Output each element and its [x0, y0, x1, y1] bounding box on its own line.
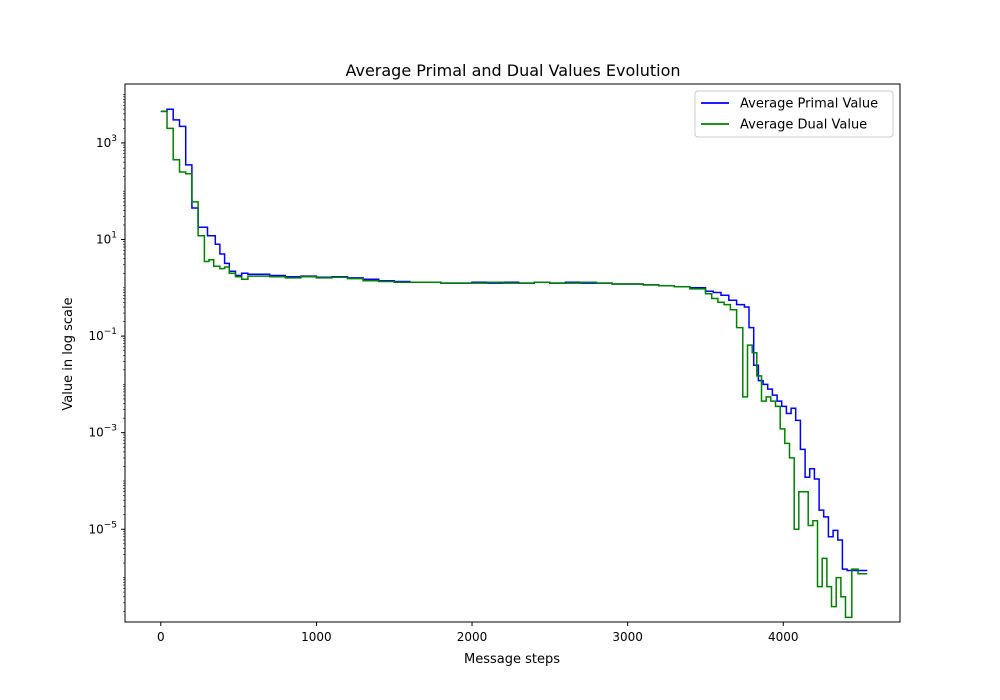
plot-frame — [124, 83, 901, 623]
x-tick-label: 1000 — [301, 630, 332, 644]
y-axis-label: Value in log scale — [61, 297, 76, 410]
y-tick-label: 101 — [96, 231, 117, 247]
y-tick-label: 10−5 — [88, 520, 117, 536]
x-tick-label: 3000 — [612, 630, 643, 644]
plot-area — [160, 108, 868, 619]
series-line-2 — [160, 110, 868, 619]
legend-label: Average Dual Value — [740, 118, 867, 133]
y-tick-label: 10−3 — [88, 424, 117, 440]
x-tick-label: 0 — [157, 630, 165, 644]
chart-title: Average Primal and Dual Values Evolution — [345, 61, 680, 80]
legend-label: Average Primal Value — [740, 97, 878, 112]
series-line-1 — [160, 108, 868, 572]
x-axis-label: Message steps — [464, 652, 560, 667]
x-tick-label: 4000 — [768, 630, 799, 644]
x-tick-label: 2000 — [457, 630, 488, 644]
y-tick-label: 10−1 — [88, 327, 117, 343]
legend: Average Primal Value Average Dual Value — [694, 90, 894, 138]
axes: 0 1000 2000 3000 4000 103 101 10−1 10−3 10−5 — [88, 83, 901, 644]
legend-box — [694, 90, 894, 138]
y-tick-label: 103 — [96, 134, 117, 150]
